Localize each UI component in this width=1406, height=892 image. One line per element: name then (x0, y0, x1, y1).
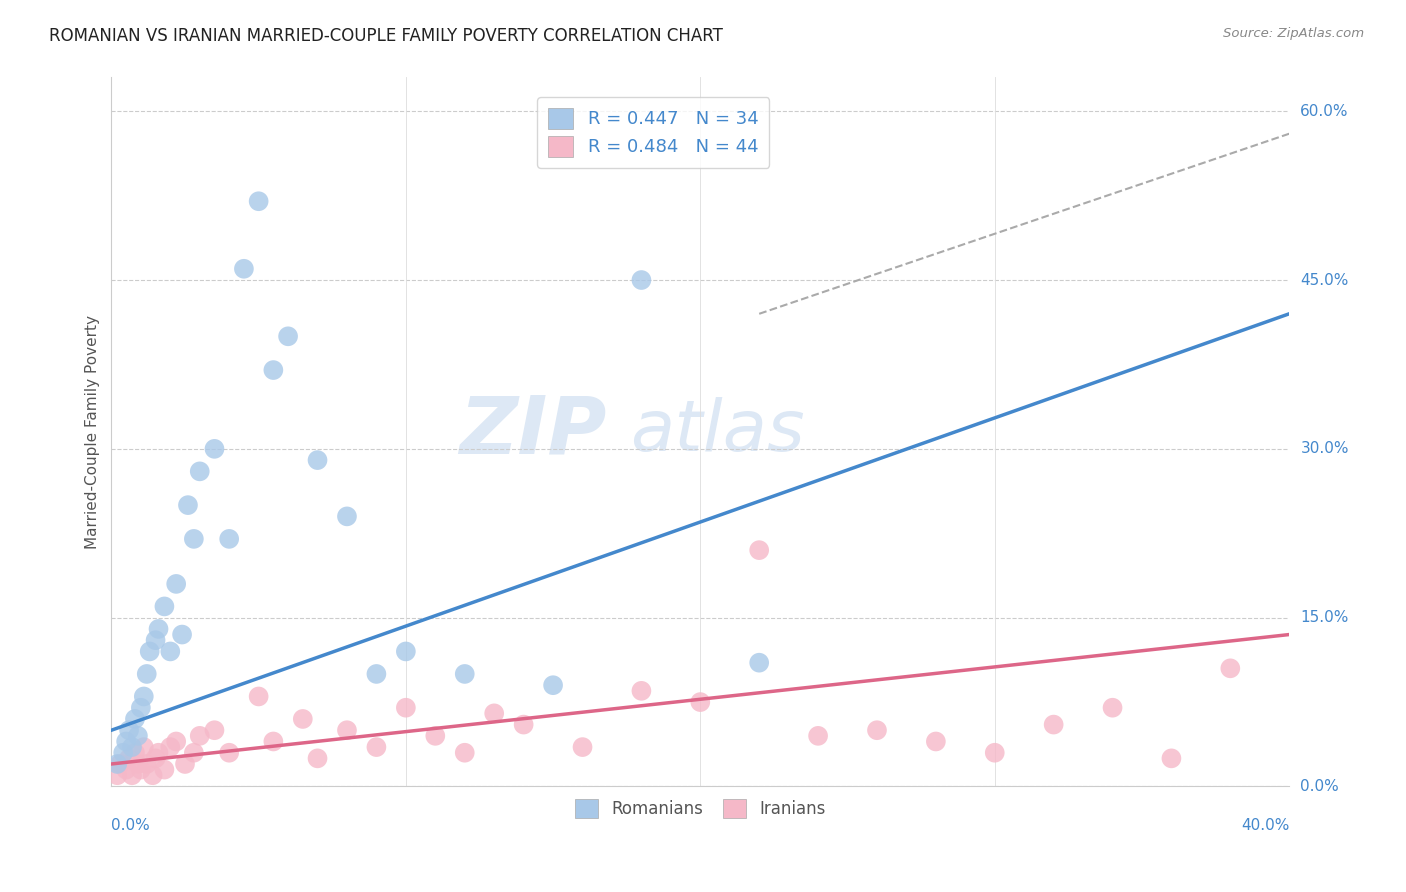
Point (262, 363, 284, 377)
Point (153, 763, 176, 777)
Point (571, 740, 593, 755)
Point (512, 717, 534, 731)
Point (204, 723, 226, 738)
Point (135, 667, 157, 681)
Point (482, 706, 505, 721)
Text: ZIP: ZIP (458, 393, 606, 471)
Point (1042, 717, 1064, 731)
Point (425, 729, 447, 743)
Point (395, 700, 418, 714)
Point (630, 683, 652, 698)
Point (132, 690, 155, 704)
Point (1101, 700, 1123, 714)
Point (105, 768, 128, 782)
Point (165, 734, 187, 748)
Point (129, 763, 152, 777)
Point (866, 723, 889, 738)
Point (689, 695, 711, 709)
Point (188, 464, 211, 478)
Point (336, 723, 359, 738)
Point (748, 543, 770, 558)
Point (124, 712, 146, 726)
Point (172, 627, 194, 641)
Point (138, 644, 160, 658)
Point (1160, 751, 1182, 765)
Point (188, 729, 211, 743)
Point (118, 723, 141, 738)
Point (218, 746, 240, 760)
Point (307, 751, 329, 765)
Point (121, 740, 143, 755)
Text: ROMANIAN VS IRANIAN MARRIED-COUPLE FAMILY POVERTY CORRELATION CHART: ROMANIAN VS IRANIAN MARRIED-COUPLE FAMIL… (49, 27, 723, 45)
Point (1219, 661, 1241, 675)
Point (135, 756, 157, 771)
Point (748, 656, 770, 670)
Point (165, 577, 187, 591)
Point (112, 746, 135, 760)
Point (183, 746, 205, 760)
Point (124, 746, 146, 760)
Text: 0.0%: 0.0% (111, 818, 150, 833)
Point (277, 329, 299, 343)
Point (232, 261, 254, 276)
Point (366, 667, 388, 681)
Point (218, 532, 240, 546)
Point (145, 633, 167, 648)
Point (115, 734, 138, 748)
Point (247, 194, 270, 209)
Point (925, 734, 948, 748)
Point (307, 453, 329, 467)
Point (115, 763, 138, 777)
Point (336, 509, 359, 524)
Point (118, 751, 141, 765)
Point (121, 768, 143, 782)
Point (177, 498, 200, 512)
Point (984, 746, 1007, 760)
Point (145, 751, 167, 765)
Point (148, 622, 170, 636)
Text: 0.0%: 0.0% (1301, 779, 1339, 794)
Text: 40.0%: 40.0% (1241, 818, 1289, 833)
Point (366, 740, 388, 755)
Point (129, 700, 152, 714)
Text: 45.0%: 45.0% (1301, 273, 1348, 287)
Text: atlas: atlas (630, 398, 804, 467)
Point (807, 729, 830, 743)
Point (127, 729, 149, 743)
Point (183, 532, 205, 546)
Y-axis label: Married-Couple Family Poverty: Married-Couple Family Poverty (86, 315, 100, 549)
Point (395, 644, 418, 658)
Point (127, 756, 149, 771)
Point (132, 740, 155, 755)
Point (142, 768, 165, 782)
Point (454, 746, 477, 760)
Text: 30.0%: 30.0% (1301, 442, 1348, 457)
Point (204, 442, 226, 456)
Point (110, 756, 132, 771)
Point (291, 712, 314, 726)
Point (454, 667, 477, 681)
Point (247, 690, 270, 704)
Text: Source: ZipAtlas.com: Source: ZipAtlas.com (1223, 27, 1364, 40)
Point (262, 734, 284, 748)
Point (630, 273, 652, 287)
Point (159, 740, 181, 755)
Text: 15.0%: 15.0% (1301, 610, 1348, 625)
Point (153, 599, 176, 614)
Point (148, 746, 170, 760)
Point (105, 756, 128, 771)
Point (174, 756, 197, 771)
Text: 60.0%: 60.0% (1301, 103, 1348, 119)
Legend: Romanians, Iranians: Romanians, Iranians (565, 789, 837, 828)
Point (159, 644, 181, 658)
Point (541, 678, 564, 692)
